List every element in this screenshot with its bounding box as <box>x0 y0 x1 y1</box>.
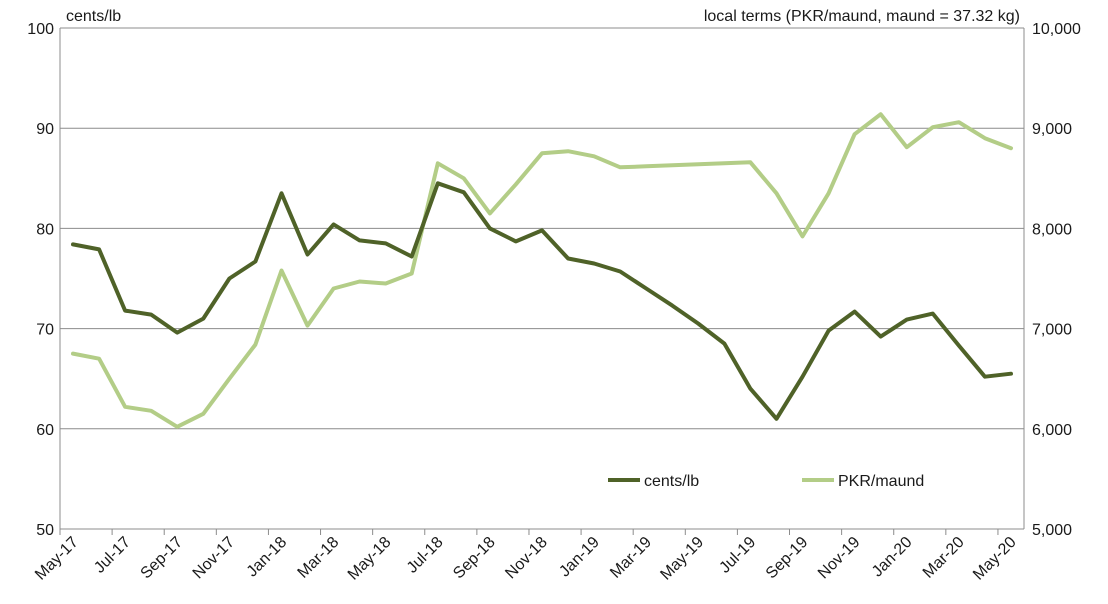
left-y-tick-label: 50 <box>36 522 54 539</box>
left-y-tick-label: 80 <box>36 221 54 238</box>
x-tick-label: May-19 <box>657 534 707 584</box>
left-y-tick-label: 90 <box>36 121 54 138</box>
x-tick-label: Jan-20 <box>869 534 916 581</box>
right-y-tick-label: 7,000 <box>1032 322 1072 339</box>
right-axis-unit-label: local terms (PKR/maund, maund = 37.32 kg… <box>704 8 1020 25</box>
x-tick-label: Nov-18 <box>502 534 551 583</box>
legend-label: cents/lb <box>644 473 699 490</box>
x-tick-label: Nov-17 <box>190 534 239 583</box>
left-axis-unit-label: cents/lb <box>66 8 121 25</box>
x-tick-label: Sep-17 <box>138 534 187 583</box>
series-layer <box>71 112 1013 429</box>
x-tick-label: May-20 <box>970 534 1020 584</box>
series-line-cents-lb <box>71 181 1013 421</box>
x-tick-label: Jan-18 <box>244 534 291 581</box>
series-line-pkr-maund <box>71 112 1013 429</box>
x-tick-label: Sep-18 <box>450 534 499 583</box>
x-tick-label: May-17 <box>32 534 82 584</box>
x-tick-label: Sep-19 <box>763 534 812 583</box>
x-tick-label: Jan-19 <box>556 534 603 581</box>
x-tick-label: Jul-19 <box>716 534 759 577</box>
right-y-tick-label: 8,000 <box>1032 221 1072 238</box>
right-y-tick-label: 10,000 <box>1032 21 1081 38</box>
legend: cents/lb PKR/maund <box>608 473 924 490</box>
axis-layer <box>59 28 1025 535</box>
x-tick-label: Mar-20 <box>920 534 968 582</box>
x-tick-label: Mar-18 <box>295 534 343 582</box>
x-tick-label: Jul-17 <box>91 534 134 577</box>
label-layer: cents/lb local terms (PKR/maund, maund =… <box>27 8 1081 584</box>
x-tick-label: May-18 <box>345 534 395 584</box>
x-tick-label: Mar-19 <box>607 534 655 582</box>
grid-layer <box>60 27 1024 530</box>
left-y-tick-label: 60 <box>36 422 54 439</box>
legend-label: PKR/maund <box>838 473 924 490</box>
left-y-tick-label: 70 <box>36 322 54 339</box>
right-y-tick-label: 5,000 <box>1032 522 1072 539</box>
right-y-tick-label: 9,000 <box>1032 121 1072 138</box>
x-tick-label: Nov-19 <box>815 534 864 583</box>
x-tick-label: Jul-18 <box>404 534 447 577</box>
right-y-tick-label: 6,000 <box>1032 422 1072 439</box>
left-y-tick-label: 100 <box>27 21 54 38</box>
